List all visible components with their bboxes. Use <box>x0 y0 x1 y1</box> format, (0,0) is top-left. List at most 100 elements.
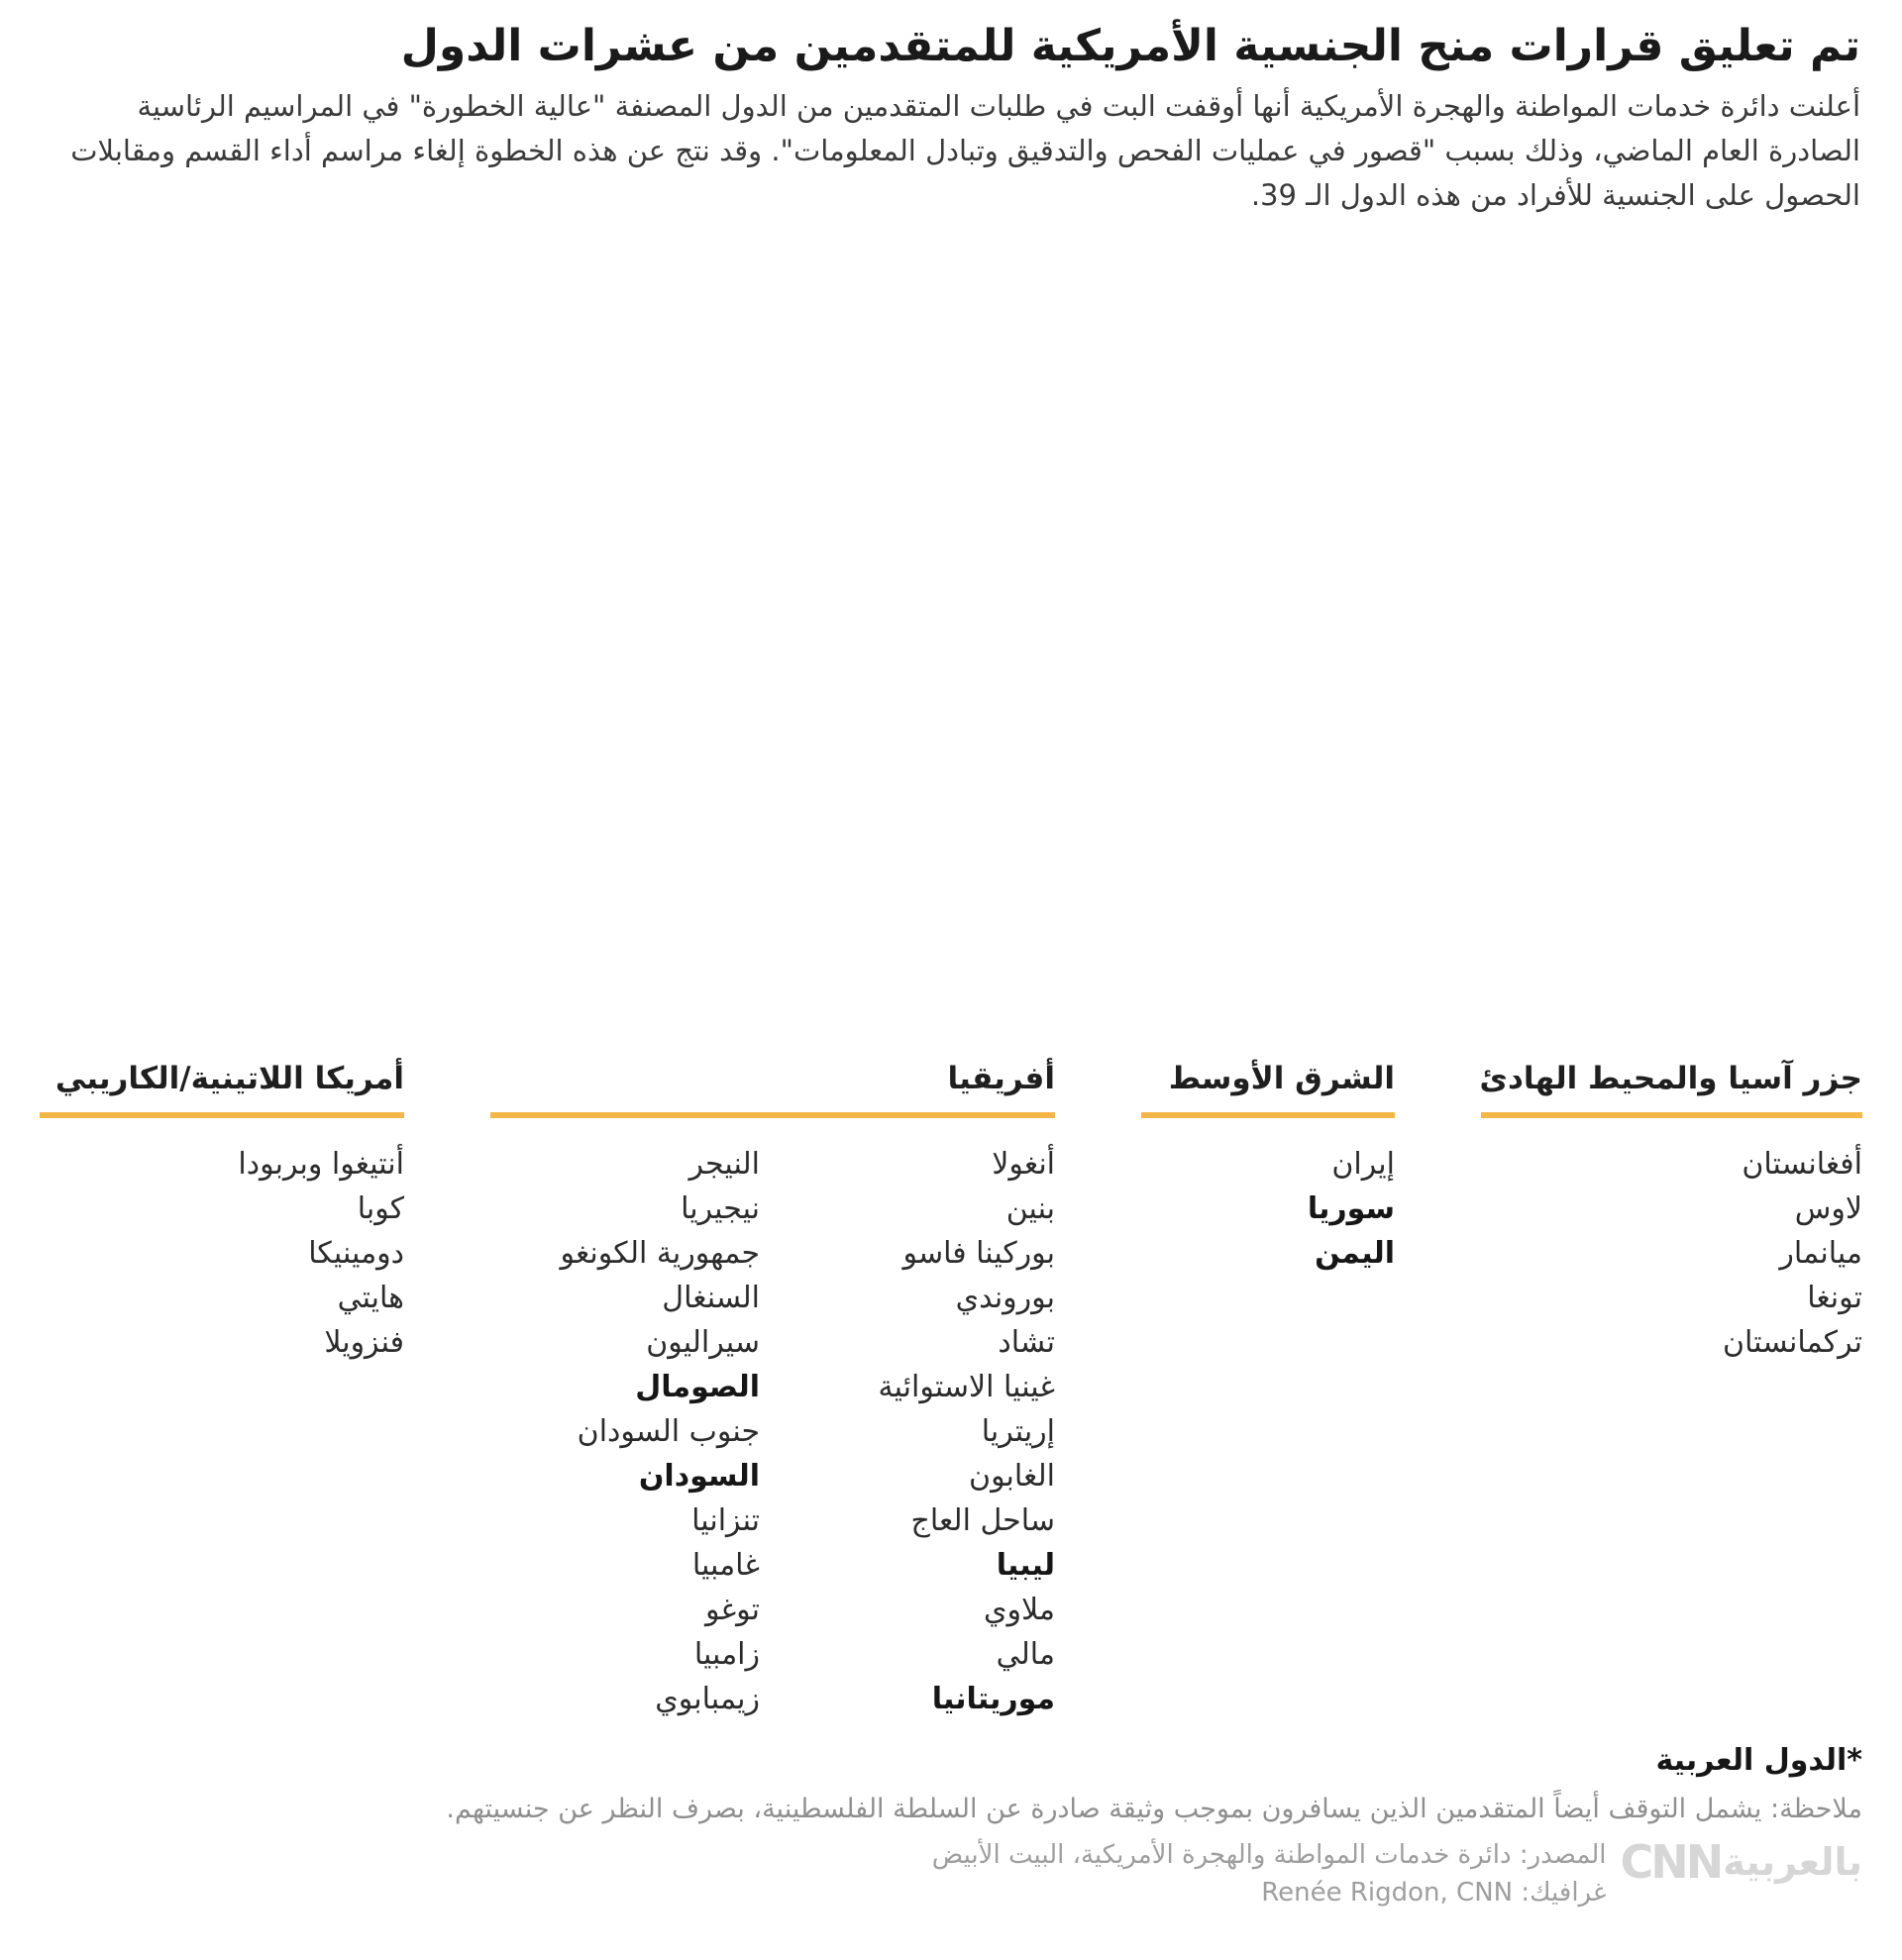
legend-column: أنتيغوا وبربودا كوبا دومينيكا هايتي فنزويلا <box>40 1142 404 1365</box>
cnn-logo-latin: CNN <box>1620 1835 1725 1890</box>
map-highlight-zambia <box>1043 774 1095 829</box>
country-item: موريتانيا <box>931 1681 1055 1716</box>
legend-title: أفريقيا <box>947 1061 1055 1096</box>
world-map <box>72 165 1831 1015</box>
map-highlight-turkmenistan <box>1180 389 1281 441</box>
country-item: تونغا <box>1807 1280 1862 1315</box>
persian-gulf <box>1175 517 1218 549</box>
country-item: السودان <box>638 1458 760 1494</box>
graphic-credit-line: غرافيك: Renée Rigdon, CNN <box>1261 1877 1607 1908</box>
map-highlight-laos <box>1443 538 1495 605</box>
region-java <box>1503 805 1586 825</box>
palestinian-authority-note: ملاحظة: يشمل التوقف أيضاً المتقدمين الذي… <box>446 1793 1862 1824</box>
country-item: أنتيغوا وبربودا <box>238 1146 404 1182</box>
border-brazil <box>631 599 665 742</box>
map-highlight-yemen <box>1148 566 1215 613</box>
legend-column: إيران سوريا اليمن <box>1141 1142 1395 1276</box>
region-jamaica <box>519 542 535 552</box>
country-item: النيجر <box>688 1146 761 1182</box>
region-hispaniola <box>534 532 574 554</box>
region-taiwan <box>1585 544 1601 566</box>
map-highlight-tonga <box>1779 628 1791 640</box>
map-highlight-sahel-sudan <box>837 490 1148 680</box>
region-ireland <box>785 339 804 362</box>
map-highlight-iran <box>1146 405 1274 532</box>
country-item: سيراليون <box>646 1324 760 1360</box>
map-highlight-antigua <box>599 548 613 562</box>
region-sumatra <box>1440 728 1503 805</box>
legend-underline <box>1481 1111 1862 1118</box>
border-us-mexico <box>423 490 488 500</box>
legend-column: أفغانستان لاوس ميانمار تونغا تركمانستان <box>1481 1142 1862 1365</box>
country-item: دومينيكا <box>308 1235 404 1271</box>
country-item: تركمانستان <box>1722 1324 1862 1360</box>
country-item: الصومال <box>635 1369 760 1404</box>
border-us-canada <box>124 336 581 382</box>
region-philippines <box>1603 611 1629 688</box>
country-item: كوبا <box>357 1190 404 1226</box>
page-title: تم تعليق قرارات منح الجنسية الأمريكية لل… <box>400 21 1860 71</box>
legend-row: جزر آسيا والمحيط الهادئ أفغانستان لاوس ميان… <box>0 1060 1902 1721</box>
legend-columns: إيران سوريا اليمن <box>1141 1142 1395 1276</box>
country-item: ملاوي <box>984 1592 1055 1627</box>
legend-columns: أنغولا بنين بوركينا فاسو بوروندي تشاد غينيا ا… <box>490 1142 1055 1721</box>
country-item: هايتي <box>337 1280 404 1315</box>
legend-group-1: جزر آسيا والمحيط الهادئ أفغانستان لاوس ميان… <box>1479 1060 1862 1365</box>
map-highlight-burundi <box>1080 711 1096 727</box>
country-item: تنزانيا <box>691 1502 760 1538</box>
country-item: ميانمار <box>1779 1235 1862 1271</box>
region-sulawesi <box>1610 739 1636 791</box>
country-item: سوريا <box>1307 1190 1395 1226</box>
map-highlight-angola <box>996 770 1047 835</box>
map-highlight-cuba <box>490 508 554 530</box>
map-highlight-syria <box>1089 421 1128 449</box>
country-item: لاوس <box>1794 1190 1862 1226</box>
map-highlight-afghanistan <box>1267 429 1333 486</box>
region-eurasia <box>750 181 1690 737</box>
baltic-sea <box>893 270 926 320</box>
country-item: جنوب السودان <box>577 1413 760 1449</box>
map-highlight-somalia <box>1134 595 1235 750</box>
legend-title: أمريكا اللاتينية/الكاريبي <box>54 1061 404 1096</box>
legend-title: جزر آسيا والمحيط الهادئ <box>1479 1061 1862 1096</box>
map-highlight-dominica <box>602 563 616 576</box>
country-item: إيران <box>1331 1146 1395 1182</box>
legend-group-3: أفريقيا أنغولا بنين بوركينا فاسو بوروندي تشاد… <box>490 1060 1055 1721</box>
credit-row: CNN بالعربية المصدر: دائرة خدمات المواطن… <box>40 1837 1862 1911</box>
map-highlight-myanmar <box>1404 520 1441 663</box>
country-item: تشاد <box>998 1324 1055 1360</box>
region-new-guinea <box>1675 752 1779 796</box>
cnn-arabic-logo: CNN بالعربية <box>1621 1839 1862 1885</box>
map-highlight-venezuela <box>503 575 627 705</box>
country-item: غامبيا <box>691 1547 760 1583</box>
cnn-logo-arabic: بالعربية <box>1723 1840 1862 1885</box>
country-item: نيجيريا <box>681 1190 760 1226</box>
credit-lines: المصدر: دائرة خدمات المواطنة والهجرة الأ… <box>932 1837 1607 1911</box>
legend-underline <box>490 1111 1055 1118</box>
map-highlight-tanzania <box>1095 706 1146 774</box>
country-item: أنغولا <box>992 1146 1055 1182</box>
region-japan <box>1672 391 1722 477</box>
legend-group-4: أمريكا اللاتينية/الكاريبي أنتيغوا وبربودا… <box>40 1060 404 1365</box>
country-item: ليبيا <box>996 1547 1055 1583</box>
country-item: إريتريا <box>981 1413 1055 1449</box>
highlighted-countries <box>490 389 1791 863</box>
legend-columns: أنتيغوا وبربودا كوبا دومينيكا هايتي فنزويلا <box>40 1142 404 1365</box>
region-new-zealand-north <box>1800 918 1819 952</box>
region-africa <box>837 411 1235 934</box>
country-item: أفغانستان <box>1742 1146 1862 1182</box>
country-item: توغو <box>704 1592 760 1627</box>
legend-group-2: الشرق الأوسط إيران سوريا اليمن <box>1141 1060 1395 1276</box>
country-item: زيمبابوي <box>655 1681 760 1716</box>
region-britain <box>809 308 838 368</box>
region-australia <box>1553 774 1782 945</box>
region-new-zealand-south <box>1809 950 1831 986</box>
country-item: جمهورية الكونغو <box>560 1235 760 1271</box>
region-borneo <box>1527 721 1597 793</box>
region-sri-lanka <box>1329 684 1349 710</box>
world-map-container <box>40 147 1862 1018</box>
legend-underline <box>40 1111 404 1118</box>
region-south-america <box>480 569 776 1015</box>
map-highlight-zimbabwe <box>1069 823 1109 863</box>
